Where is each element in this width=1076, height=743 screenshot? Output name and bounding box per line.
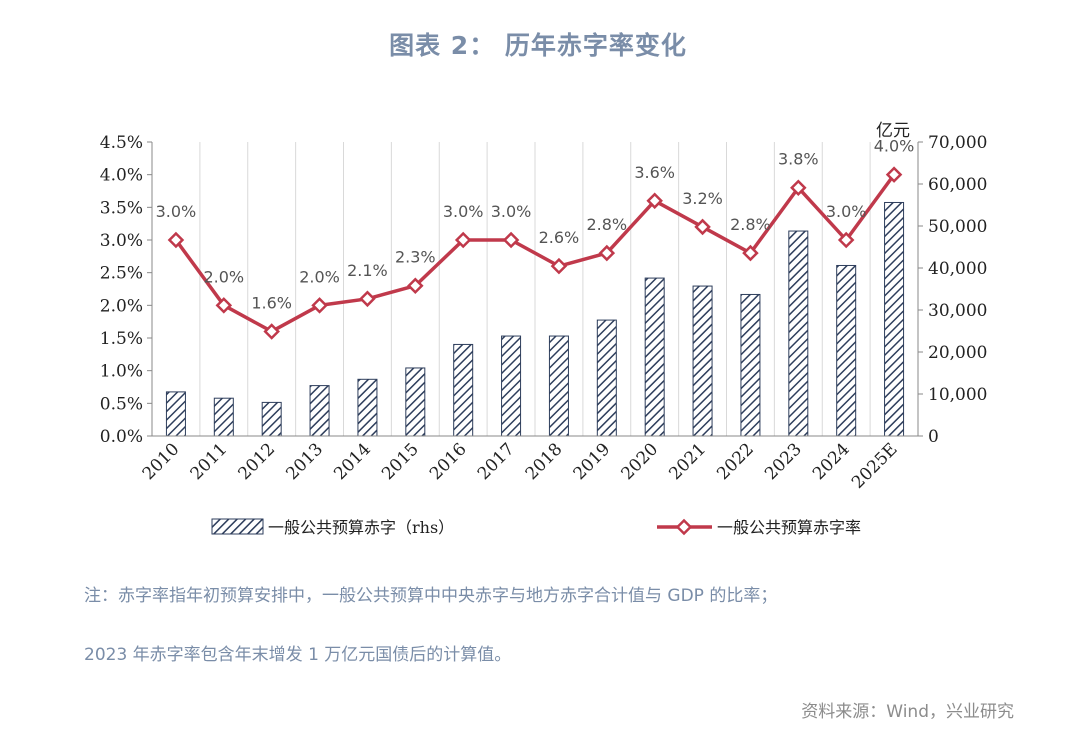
right-tick-label: 10,000 — [928, 385, 987, 405]
marker-2012 — [263, 323, 280, 340]
bar-2011 — [213, 397, 234, 437]
data-label: 2.0% — [203, 267, 244, 286]
x-tick-label: 2017 — [474, 439, 519, 484]
bar-2013 — [309, 385, 330, 437]
legend-bar-swatch — [211, 518, 264, 535]
bar-2024 — [836, 264, 857, 437]
marker-2011 — [215, 297, 233, 314]
right-tick-label: 30,000 — [928, 301, 987, 321]
left-tick-label: 2.0% — [100, 296, 143, 316]
marker-2015 — [407, 277, 424, 295]
right-tick-label: 70,000 — [928, 133, 987, 153]
left-tick-label: 0.5% — [100, 394, 143, 414]
marker-2013 — [311, 297, 328, 314]
legend-line-marker — [675, 518, 693, 536]
marker-2021 — [694, 218, 711, 236]
right-tick-label: 20,000 — [928, 343, 987, 363]
source-text: 资料来源：Wind，兴业研究 — [801, 702, 1014, 722]
x-tick-label: 2014 — [330, 439, 375, 484]
x-tick-label: 2023 — [761, 439, 806, 484]
right-tick-label: 60,000 — [928, 175, 987, 195]
x-tick-label: 2024 — [809, 439, 854, 484]
bar-2012 — [261, 401, 282, 437]
bar-2017 — [501, 335, 522, 437]
x-tick-label: 2012 — [234, 439, 279, 484]
legend-line-label: 一般公共预算赤字率 — [717, 518, 861, 537]
footnote-line-2: 2023 年赤字率包含年末增发 1 万亿元国债后的计算值。 — [84, 645, 512, 665]
data-label: 3.0% — [443, 202, 484, 221]
data-label: 2.3% — [395, 248, 436, 267]
data-label: 3.0% — [156, 202, 197, 221]
marker-2018 — [550, 257, 568, 275]
legend-bar-label: 一般公共预算赤字（rhs） — [268, 518, 454, 537]
right-axis-unit: 亿元 — [876, 121, 910, 141]
bar-2025E — [884, 201, 905, 437]
left-tick-label: 1.5% — [100, 329, 143, 349]
marker-2025E — [885, 166, 903, 183]
bar-2014 — [357, 378, 378, 437]
left-tick-label: 1.0% — [100, 362, 143, 382]
data-label: 2.8% — [730, 215, 771, 234]
data-labels: 3.0% 2.0% 1.6% 2.0% 2.1% 2.3% 3.0% 3.0% 2.6% 2.8%… — [156, 137, 915, 313]
left-tick-label: 3.0% — [100, 231, 143, 251]
data-label: 3.6% — [634, 163, 675, 182]
x-tick-label: 2020 — [617, 439, 662, 484]
left-tick-label: 4.5% — [100, 133, 143, 153]
chart-title: 图表 2： 历年赤字率变化 — [389, 31, 687, 60]
bar-2016 — [453, 343, 474, 437]
left-tick-label: 3.5% — [100, 198, 143, 218]
marker-2024 — [837, 231, 855, 249]
x-tick-label: 2015 — [378, 439, 423, 484]
left-tick-label: 4.0% — [100, 166, 143, 186]
x-tick-label: 2013 — [282, 439, 327, 484]
grid-lines — [151, 142, 919, 436]
right-tick-label: 40,000 — [928, 259, 987, 279]
bar-2015 — [405, 367, 426, 437]
x-tick-label: 2010 — [139, 439, 184, 484]
marker-2020 — [646, 192, 663, 210]
x-tick-label: 2019 — [570, 439, 615, 484]
bar-2023 — [788, 230, 809, 437]
data-label: 2.0% — [299, 267, 340, 286]
x-tick-label: 2022 — [713, 439, 758, 484]
legend: 一般公共预算赤字（rhs） 一般公共预算赤字率 — [211, 518, 861, 537]
bar-2022 — [740, 293, 761, 437]
marker-2016 — [454, 231, 472, 249]
data-label: 3.0% — [826, 202, 867, 221]
left-tick-label: 0.0% — [100, 427, 143, 447]
data-label: 2.1% — [347, 261, 388, 280]
right-tick-label: 50,000 — [928, 217, 987, 237]
right-tick-label: 0 — [928, 427, 939, 447]
x-tick-label: 2021 — [665, 439, 710, 484]
footnote-line-1: 注：赤字率指年初预算安排中，一般公共预算中中央赤字与地方赤字合计值与 GDP 的… — [84, 586, 778, 606]
deficit-rate-line — [174, 173, 896, 334]
marker-2019 — [598, 244, 616, 262]
marker-2010 — [167, 231, 185, 249]
data-label: 2.8% — [586, 215, 627, 234]
line-series — [167, 166, 903, 340]
bar-2010 — [165, 391, 186, 437]
x-tick-label: 2011 — [187, 439, 232, 484]
data-label: 3.2% — [682, 189, 723, 208]
left-tick-label: 2.5% — [100, 264, 143, 284]
x-tick-label: 2016 — [426, 439, 471, 484]
data-label: 2.6% — [539, 228, 580, 247]
chart-area: 0.0% 0.5% 1.0% 1.5% 2.0% 2.5% 3.0% 3.5% 4.0% 4.5%… — [100, 121, 988, 537]
marker-2023 — [790, 179, 807, 197]
bar-2018 — [548, 335, 569, 437]
data-label: 3.0% — [491, 202, 532, 221]
bar-2020 — [644, 277, 665, 437]
x-tick-label: 2025E — [848, 439, 902, 493]
data-label: 1.6% — [251, 293, 292, 312]
x-tick-label: 2018 — [522, 439, 567, 484]
data-label: 4.0% — [874, 137, 915, 156]
marker-2014 — [359, 290, 376, 308]
bar-2019 — [596, 319, 617, 437]
marker-2017 — [502, 231, 520, 249]
marker-2022 — [742, 244, 759, 262]
data-label: 3.8% — [778, 150, 819, 169]
bar-2021 — [692, 285, 713, 437]
